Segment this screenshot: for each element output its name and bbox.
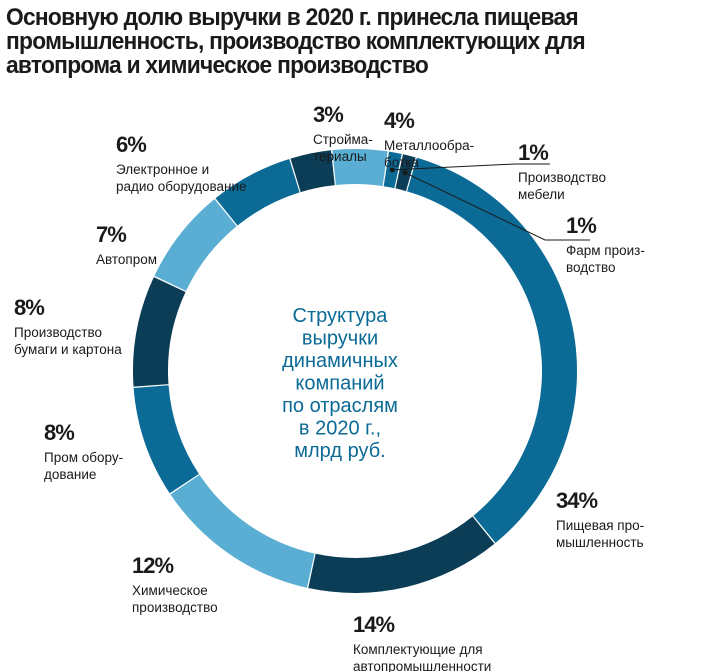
value-label: 12%	[132, 553, 173, 578]
category-label: мышленность	[556, 535, 644, 550]
category-label: Металлообра-	[384, 138, 474, 153]
center-caption-line: компаний	[295, 373, 384, 395]
category-label: териалы	[313, 149, 367, 164]
leader-line	[404, 172, 590, 241]
category-label: Стройма-	[313, 132, 373, 147]
value-label: 34%	[556, 488, 597, 513]
category-label: водство	[566, 260, 616, 275]
donut-slices	[133, 149, 577, 593]
center-caption: Структура выручки динамичных компаний по отр…	[282, 305, 398, 462]
leader-line	[392, 163, 550, 171]
value-label: 6%	[116, 132, 146, 157]
label-электронное-и-радио-оборудование: 6% Электронное и радио оборудование	[116, 132, 247, 194]
label-химическое-производство: 12% Химическое производство	[132, 553, 218, 615]
value-label: 3%	[313, 102, 343, 127]
slice-автопром	[154, 199, 237, 291]
value-label: 8%	[44, 420, 74, 445]
category-label: Производство	[518, 170, 606, 185]
label-производство-мебели: 1% Производство мебели	[518, 140, 606, 202]
label-комплектующие-для-автопромышленности: 14% Комплектующие для автопромышленности	[353, 612, 491, 672]
slice-комплектующие-для-автопромышленности	[308, 516, 495, 593]
label-пищевая-про-мышленность: 34% Пищевая про-мышленность	[556, 488, 644, 550]
center-caption-line: по отраслям	[282, 395, 398, 417]
category-label: дование	[44, 467, 96, 482]
label-металлообра-ботка: 4% Металлообра-ботка	[384, 108, 474, 170]
category-label: радио оборудование	[116, 179, 247, 194]
category-label: ботка	[384, 155, 419, 170]
leader-dot	[402, 170, 408, 176]
leader-dot	[389, 167, 395, 173]
center-caption-line: в 2020 г.,	[299, 418, 381, 440]
value-label: 14%	[353, 612, 394, 637]
center-caption-line: млрд руб.	[294, 440, 385, 462]
category-label: Автопром	[96, 252, 157, 267]
label-автопром: 7% Автопром	[96, 222, 157, 267]
category-label: Пищевая про-	[556, 518, 644, 533]
center-caption-line: выручки	[302, 328, 378, 350]
category-label: Электронное и	[116, 162, 209, 177]
label-фарм-произ-водство: 1% Фарм произ-водство	[566, 213, 645, 275]
category-label: бумаги и картона	[14, 342, 122, 357]
center-caption-line: Структура	[293, 305, 389, 327]
category-label: мебели	[518, 187, 565, 202]
category-label: производство	[132, 600, 218, 615]
slice-химическое-производство	[170, 474, 315, 588]
slice-производство-бумаги-и-картона	[133, 277, 186, 387]
category-label: Комплектующие для	[353, 642, 483, 657]
value-label: 1%	[566, 213, 596, 238]
slice-пищевая-про-мышленность	[407, 157, 577, 543]
value-label: 1%	[518, 140, 548, 165]
label-пром-обору-дование: 8% Пром обору-дование	[44, 420, 123, 482]
chart-title: Основную долю выручки в 2020 г. принесла…	[6, 4, 586, 79]
category-label: Пром обору-	[44, 450, 123, 465]
value-label: 8%	[14, 295, 44, 320]
category-label: автопромышленности	[353, 659, 491, 672]
category-label: Химическое	[132, 583, 208, 598]
category-label: Фарм произ-	[566, 243, 645, 258]
label-стройма-териалы: 3% Стройма-териалы	[313, 102, 373, 164]
slice-стройма-териалы	[290, 150, 335, 193]
value-label: 4%	[384, 108, 414, 133]
label-производство-бумаги-и-картона: 8% Производство бумаги и картона	[14, 295, 122, 357]
slice-электронное-и-радио-оборудование	[215, 158, 300, 226]
center-caption-line: динамичных	[282, 350, 398, 372]
slice-металлообра-ботка	[332, 149, 388, 187]
slice-пром-обору-дование	[133, 385, 199, 494]
slice-labels: 34% Пищевая про-мышленность 14% Комплектующ…	[14, 102, 645, 672]
value-label: 7%	[96, 222, 126, 247]
category-label: Производство	[14, 325, 102, 340]
leader-lines	[389, 163, 590, 241]
